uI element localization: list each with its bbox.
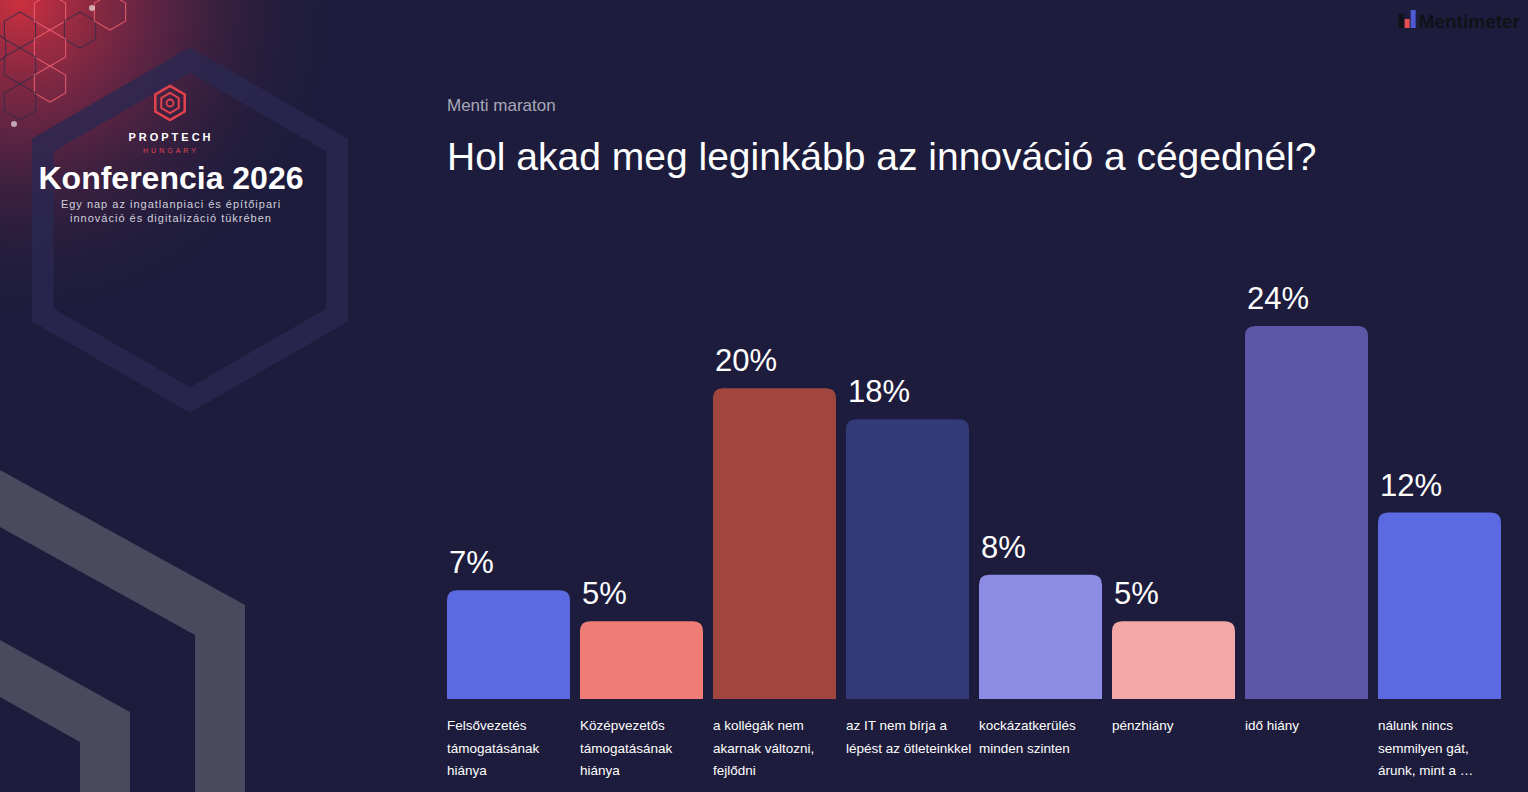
deco-hexagon xyxy=(4,12,35,48)
bg-hexagon xyxy=(43,60,337,400)
tool-icon xyxy=(1405,19,1410,28)
category-label: pénzhiány xyxy=(1112,715,1239,738)
data-label: 24% xyxy=(1247,281,1309,316)
deco-hexagon xyxy=(4,48,35,84)
bars xyxy=(447,326,1501,699)
bar xyxy=(1112,621,1235,699)
stage: PROPTECH HUNGARY Konferencia 2026 Egy nap a… xyxy=(0,0,1528,792)
deco-hexagon xyxy=(64,12,95,48)
data-label: 7% xyxy=(449,545,494,580)
category-label: idő hiány xyxy=(1245,715,1372,738)
title: Hol akad meg leginkább az innováció a cé… xyxy=(447,135,1316,178)
tool-icon xyxy=(1399,14,1404,28)
deco-dot xyxy=(11,121,17,127)
logo-icon xyxy=(155,86,184,120)
deco-hexagon xyxy=(0,30,6,66)
bar xyxy=(846,419,969,699)
category-label: Középvezetős támogatásának hiánya xyxy=(580,715,707,783)
tool-icon xyxy=(1411,10,1416,28)
bar xyxy=(713,388,836,699)
deco-hexagon xyxy=(34,30,65,66)
logo-icon xyxy=(161,93,178,113)
deco-hexagon xyxy=(4,84,35,120)
bar xyxy=(1378,513,1501,700)
data-label: 20% xyxy=(715,343,777,378)
canvas: PROPTECH HUNGARY Konferencia 2026 Egy nap a… xyxy=(0,0,1528,792)
data-label: 12% xyxy=(1380,468,1442,503)
deco-hexagon xyxy=(94,0,125,30)
bar xyxy=(447,590,570,699)
category-label: kockázatkerülés minden szinten xyxy=(979,715,1106,760)
category-label: a kollégák nem akarnak változni, fejlődn… xyxy=(713,715,840,783)
category-label: az IT nem bírja a lépést az ötleteinkkel xyxy=(846,715,973,760)
deco-chevron xyxy=(0,640,130,792)
category-label: nálunk nincs semmilyen gát, árunk, mint … xyxy=(1378,715,1505,783)
data-label: 5% xyxy=(582,576,627,611)
tool-logo: Mentimeter xyxy=(1419,11,1521,32)
data-label: 8% xyxy=(981,530,1026,565)
category-label: Felsővezetés támogatásának hiánya xyxy=(447,715,574,783)
glow xyxy=(0,0,420,420)
bar xyxy=(1245,326,1368,699)
logo-text: PROPTECH xyxy=(128,131,213,143)
deco-hexagon xyxy=(34,66,65,102)
deco-hexagon xyxy=(34,0,65,30)
data-label: 5% xyxy=(1114,576,1159,611)
logo-icon xyxy=(167,100,174,107)
deco-chevron xyxy=(0,470,245,792)
bar xyxy=(979,575,1102,699)
tagline: Egy nap az ingatlanpiaci és építőipari xyxy=(61,198,281,210)
bar xyxy=(580,621,703,699)
tagline: innováció és digitalizáció tükrében xyxy=(70,212,272,224)
data-label: 18% xyxy=(848,374,910,409)
subtitle: Menti maraton xyxy=(447,96,556,115)
deco-dot xyxy=(89,5,95,11)
event-title: Konferencia 2026 xyxy=(38,160,303,196)
logo-subtext: HUNGARY xyxy=(143,147,199,154)
